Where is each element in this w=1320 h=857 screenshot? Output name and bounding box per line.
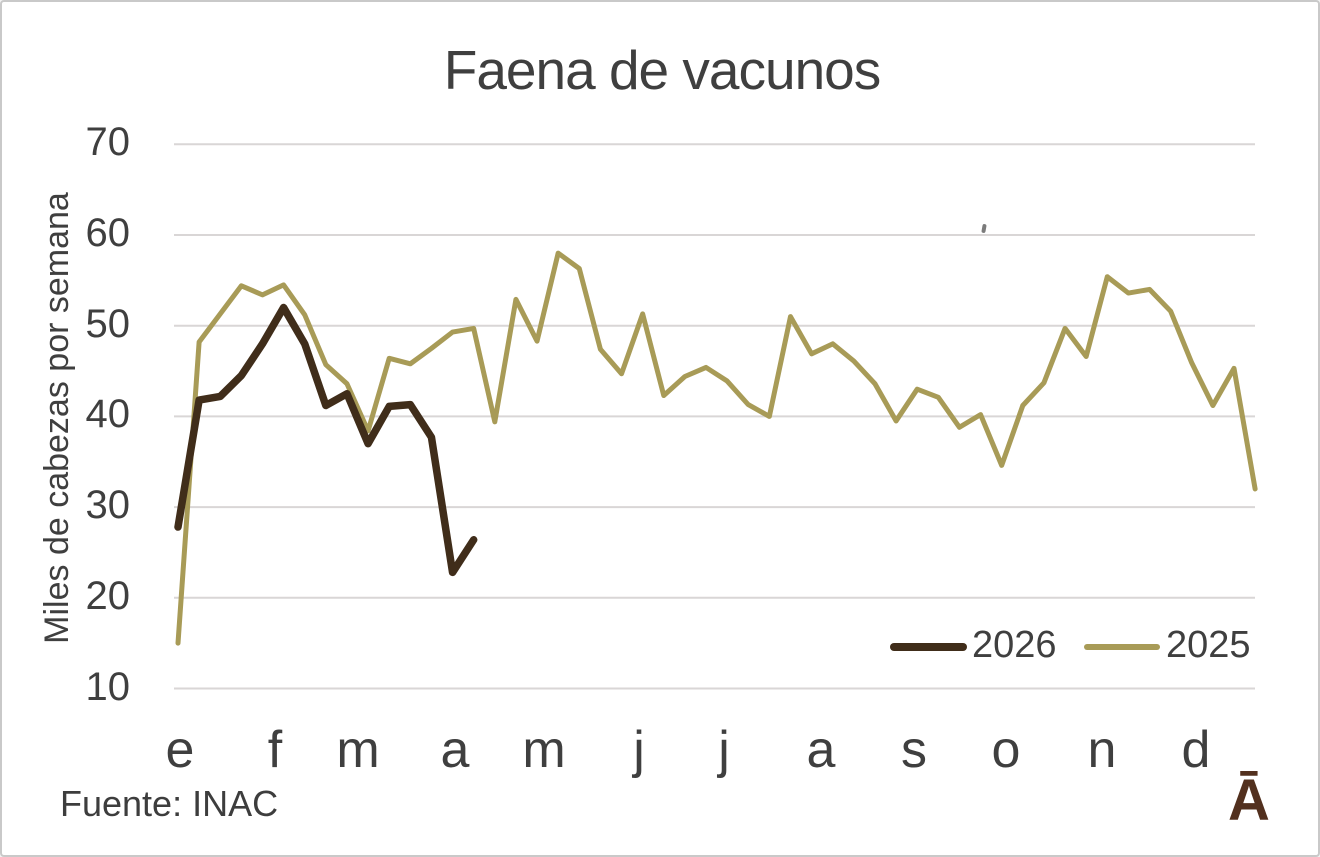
- legend-label-2026: 2026: [972, 624, 1057, 666]
- legend: 2026 2025: [888, 620, 1260, 674]
- y-tick-label: 30: [85, 483, 131, 528]
- month-label-5: m: [522, 721, 566, 779]
- month-label-2: f: [267, 721, 283, 779]
- month-label-1: e: [165, 721, 195, 779]
- y-tick-label: 40: [85, 392, 131, 437]
- month-label-9: s: [901, 721, 927, 779]
- legend-line-2026-swatch: [890, 643, 967, 651]
- series-line-2026: [174, 303, 478, 577]
- month-label-4: a: [440, 721, 470, 779]
- y-tick-label: 10: [85, 664, 131, 709]
- month-label-11: n: [1087, 721, 1117, 779]
- month-label-8: a: [806, 721, 836, 779]
- month-label-3: m: [336, 721, 380, 779]
- legend-line-2025-swatch: [1084, 644, 1160, 650]
- month-label-6: j: [633, 721, 645, 779]
- y-tick-label: 70: [85, 120, 131, 165]
- y-tick-label: 60: [85, 211, 131, 255]
- month-label-10: o: [991, 721, 1021, 779]
- legend-label-2025: 2025: [1166, 624, 1251, 666]
- month-label-12: d: [1181, 721, 1211, 779]
- y-tick-label: 50: [85, 301, 131, 346]
- chart-title: Faena de vacunos: [443, 39, 882, 101]
- series-line-2025: [175, 250, 1258, 646]
- source-note: Fuente: INAC: [60, 783, 279, 824]
- month-label-7: j: [718, 721, 730, 779]
- brand-logo: Ā: [1228, 768, 1270, 833]
- y-tick-label: 20: [85, 573, 131, 618]
